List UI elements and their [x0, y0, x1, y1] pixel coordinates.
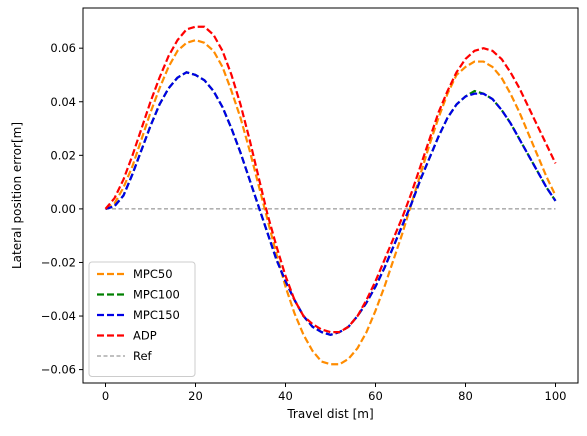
y-tick-label: −0.02 — [41, 255, 76, 269]
y-tick-label: −0.06 — [41, 363, 76, 377]
legend-label-mpc150: MPC150 — [133, 308, 180, 322]
x-axis-ticks: 0 20 40 60 80 100 — [102, 383, 567, 403]
y-axis-ticks: −0.06 −0.04 −0.02 0.00 0.02 0.04 0.06 — [41, 41, 83, 377]
legend-label-ref: Ref — [133, 349, 153, 363]
series-line-mpc50 — [104, 39, 557, 366]
series-layer — [104, 25, 557, 366]
series-line-mpc150 — [105, 71, 557, 336]
y-tick-label: 0.04 — [50, 95, 76, 109]
x-axis-label: Travel dist [m] — [286, 407, 373, 421]
y-axis-label: Lateral position error[m] — [10, 122, 24, 269]
x-tick-label: 0 — [102, 389, 109, 403]
x-tick-label: 40 — [278, 389, 293, 403]
x-tick-label: 100 — [545, 389, 567, 403]
y-tick-label: 0.00 — [50, 202, 76, 216]
legend-frame — [88, 261, 196, 377]
plot-frame — [82, 7, 579, 384]
y-tick-label: 0.02 — [50, 148, 76, 162]
legend-label-mpc50: MPC50 — [133, 267, 173, 281]
legend-label-adp: ADP — [133, 329, 157, 343]
x-tick-label: 60 — [368, 389, 383, 403]
legend-label-mpc100: MPC100 — [133, 288, 180, 302]
legend: MPC50 MPC100 MPC150 ADP Ref — [88, 261, 196, 377]
y-tick-label: −0.04 — [41, 309, 76, 323]
x-tick-label: 80 — [458, 389, 473, 403]
x-tick-label: 20 — [188, 389, 203, 403]
y-tick-label: 0.06 — [50, 41, 76, 55]
